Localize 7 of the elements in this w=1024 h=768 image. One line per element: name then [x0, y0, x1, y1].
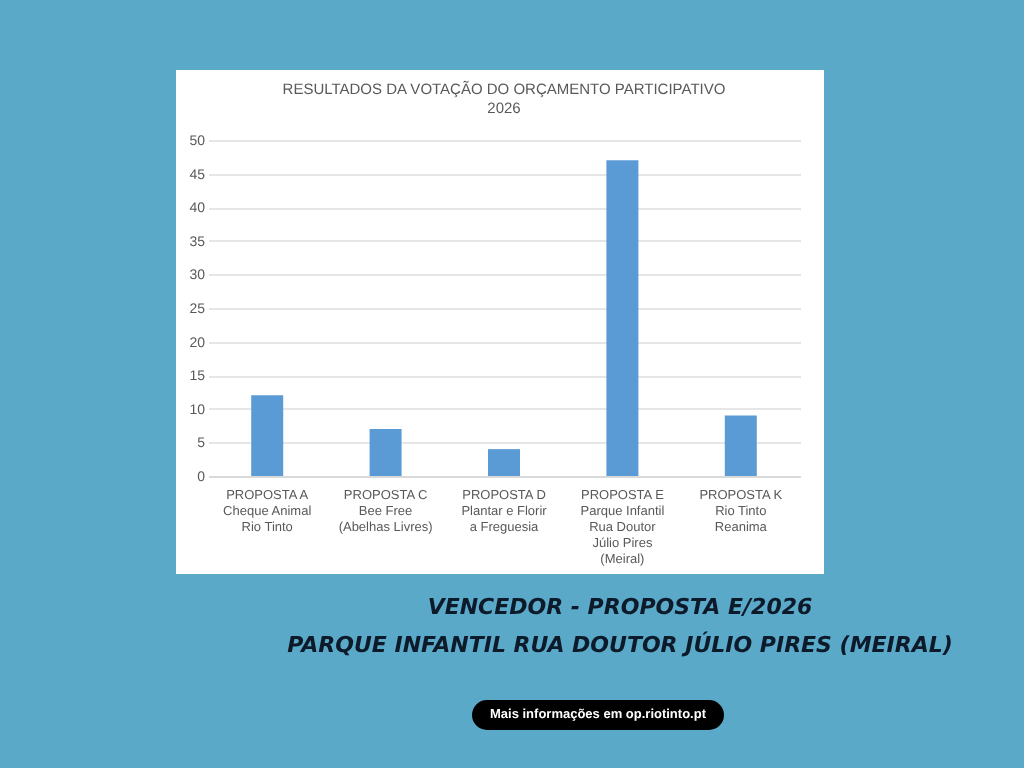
bar	[251, 395, 284, 476]
bar	[724, 415, 757, 476]
bar	[606, 160, 639, 476]
text: PARQUE INFANTIL RUA DOUTOR JÚLIO PIRES (MEIRAL)	[285, 632, 955, 658]
bar	[488, 449, 520, 476]
text: VENCEDOR - PROPOSTA E/2026	[425, 594, 815, 620]
bar	[369, 428, 402, 476]
